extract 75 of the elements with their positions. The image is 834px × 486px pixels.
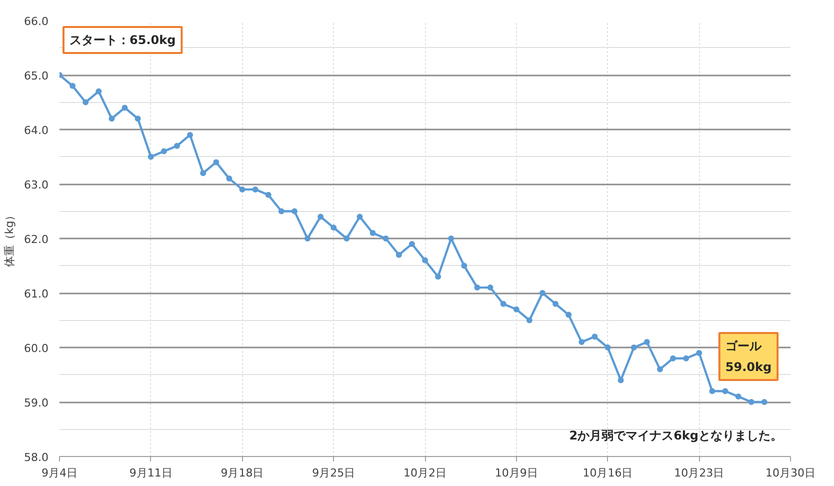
point (265, 192, 272, 198)
point (330, 224, 337, 231)
point (291, 208, 298, 214)
point (487, 284, 494, 291)
point (408, 240, 415, 247)
y-tick-label: 60.0 (24, 342, 49, 355)
point (461, 262, 468, 269)
point (696, 350, 702, 356)
y-tick-label: 58.0 (24, 451, 49, 464)
point (722, 388, 728, 394)
point (239, 186, 246, 192)
point (396, 252, 402, 258)
annotation: ゴール 59.0kg (725, 339, 772, 374)
point (448, 236, 454, 242)
point (474, 284, 480, 291)
annotation: スタート：65.0kg (70, 33, 176, 47)
point (82, 99, 89, 106)
y-tick-label: 59.0 (24, 396, 49, 410)
y-tick-label: 66.0 (24, 15, 49, 28)
point (108, 116, 115, 122)
point (500, 300, 506, 307)
point (122, 104, 128, 111)
point (604, 344, 611, 350)
x-tick-label: 9月25日 (312, 466, 356, 480)
point (709, 388, 716, 394)
point (356, 214, 363, 220)
point (578, 339, 585, 346)
point (187, 132, 194, 138)
point (748, 399, 754, 405)
point (566, 312, 572, 318)
point (592, 334, 598, 340)
x-tick-label: 9月11日 (129, 466, 172, 480)
point (174, 142, 180, 149)
y-tick-label: 65.0 (24, 70, 49, 82)
point (200, 170, 206, 176)
x-tick-label: 10月23日 (674, 466, 724, 480)
point (422, 257, 428, 264)
point (134, 116, 141, 122)
point (226, 176, 232, 182)
point (213, 159, 220, 166)
x-tick-label: 9月18日 (220, 466, 264, 480)
point (70, 82, 76, 89)
y-tick-label: 62.0 (24, 233, 49, 246)
point (96, 88, 102, 94)
point (644, 339, 650, 346)
point (539, 290, 546, 296)
y-tick-label: 61.0 (24, 288, 49, 300)
point (382, 236, 389, 242)
point (370, 230, 376, 236)
point (344, 236, 350, 242)
point (552, 300, 559, 307)
point (683, 355, 690, 362)
point (526, 317, 532, 324)
point (735, 394, 742, 400)
x-tick-label: 10月30日 (766, 466, 816, 480)
point (435, 274, 442, 280)
point (656, 366, 663, 372)
point (148, 154, 154, 160)
point (318, 214, 324, 220)
point (278, 208, 284, 214)
point (670, 355, 676, 362)
annotation: 2か月弱でマイナス6kgとなりました。 (569, 428, 783, 442)
point (513, 306, 520, 312)
point (160, 148, 167, 154)
x-tick-label: 10月16日 (582, 466, 633, 480)
point (630, 344, 637, 350)
y-tick-label: 64.0 (24, 124, 49, 137)
x-tick-label: 9月4日 (42, 466, 78, 480)
point (761, 399, 768, 405)
x-tick-label: 10月9日 (494, 466, 538, 480)
point (252, 186, 258, 192)
y-tick-label: 63.0 (24, 178, 49, 192)
y-axis-title: 体重（kg） (3, 210, 16, 268)
x-tick-label: 10月2日 (404, 466, 446, 480)
point (304, 236, 311, 242)
